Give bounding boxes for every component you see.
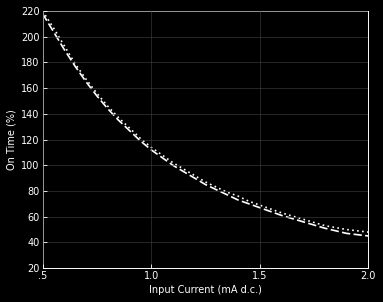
- Y-axis label: On Time (%): On Time (%): [7, 109, 17, 170]
- X-axis label: Input Current (mA d.c.): Input Current (mA d.c.): [149, 285, 262, 295]
